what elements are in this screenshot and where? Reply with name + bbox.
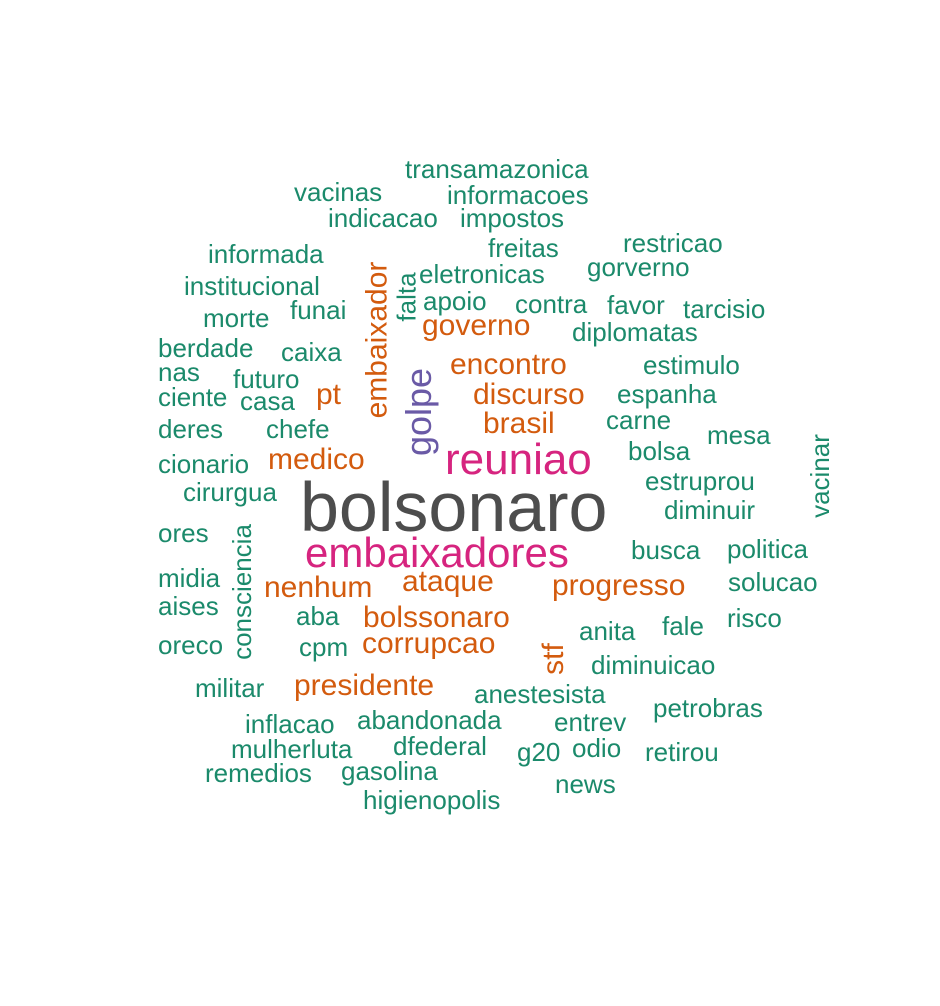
word-espanha: espanha: [617, 379, 717, 409]
word-discurso: discurso: [473, 378, 585, 411]
word-bolsonaro: bolsonaro: [300, 468, 608, 546]
word-reuniao: reuniao: [445, 435, 592, 484]
word-ataque: ataque: [402, 565, 494, 598]
word-golpe: golpe: [398, 367, 440, 457]
word-transamazonica: transamazonica: [405, 154, 589, 184]
word-informacoes: informacoes: [447, 180, 589, 210]
word-politica: politica: [727, 534, 808, 564]
word-tarcisio: tarcisio: [683, 294, 766, 324]
word-g20: g20: [517, 737, 561, 767]
word-inflacao: inflacao: [245, 709, 335, 739]
word-cpm: cpm: [299, 632, 349, 662]
word-freitas: freitas: [488, 233, 559, 263]
word-ciente: ciente: [158, 382, 228, 412]
word-higienopolis: higienopolis: [363, 785, 501, 815]
word-aises: aises: [158, 591, 219, 621]
word-diplomatas: diplomatas: [572, 317, 698, 347]
word-gorverno: gorverno: [587, 252, 690, 282]
word-corrupcao: corrupcao: [362, 627, 496, 660]
word-abandonada: abandonada: [357, 705, 502, 735]
word-caixa: caixa: [281, 337, 342, 367]
word-futuro: futuro: [233, 364, 300, 394]
word-progresso: progresso: [552, 569, 686, 602]
word-petrobras: petrobras: [653, 693, 763, 723]
word-nas: nas: [158, 357, 200, 387]
word-informada: informada: [208, 239, 324, 269]
word-odio: odio: [572, 733, 622, 763]
word-berdade: berdade: [158, 333, 254, 363]
word-nenhum: nenhum: [264, 571, 373, 604]
word-estruprou: estruprou: [645, 466, 755, 496]
word-mulherluta: mulherluta: [231, 734, 353, 764]
word-brasil: brasil: [483, 407, 555, 440]
word-funai: funai: [290, 295, 347, 325]
word-anestesista: anestesista: [474, 679, 606, 709]
word-news: news: [555, 769, 616, 799]
word-mesa: mesa: [707, 420, 771, 450]
word-anita: anita: [579, 616, 636, 646]
word-cirurgua: cirurgua: [183, 477, 277, 507]
word-pt: pt: [316, 378, 342, 411]
word-aba: aba: [296, 601, 340, 631]
word-eletronicas: eletronicas: [419, 259, 545, 289]
word-casa: casa: [240, 386, 295, 416]
word-falta: falta: [391, 272, 422, 322]
word-solucao: solucao: [728, 567, 818, 597]
word-fale: fale: [662, 611, 704, 641]
word-bolsa: bolsa: [628, 436, 691, 466]
word-gasolina: gasolina: [341, 756, 438, 786]
word-oreco: oreco: [158, 630, 224, 660]
word-indicacao: indicacao: [328, 203, 438, 233]
word-risco: risco: [727, 603, 782, 633]
word-morte: morte: [203, 303, 270, 333]
word-restricao: restricao: [623, 228, 723, 258]
word-encontro: encontro: [450, 348, 567, 381]
word-embaixador: embaixador: [359, 261, 393, 419]
word-ores: ores: [158, 518, 209, 548]
word-chefe: chefe: [266, 414, 330, 444]
word-embaixadores: embaixadores: [305, 529, 569, 576]
word-impostos: impostos: [460, 203, 565, 233]
word-deres: deres: [158, 414, 224, 444]
word-diminuicao: diminuicao: [591, 650, 716, 680]
word-vacinar: vacinar: [804, 434, 835, 518]
word-presidente: presidente: [294, 669, 435, 702]
word-contra: contra: [515, 289, 588, 319]
word-dfederal: dfederal: [393, 731, 487, 761]
word-carne: carne: [606, 405, 672, 435]
word-consciencia: consciencia: [226, 524, 257, 660]
word-diminuir: diminuir: [664, 495, 756, 525]
word-militar: militar: [195, 673, 265, 703]
word-retirou: retirou: [645, 737, 719, 767]
word-governo: governo: [422, 309, 531, 342]
word-stf: stf: [536, 643, 570, 675]
word-bolssonaro: bolssonaro: [363, 601, 510, 634]
word-entrev: entrev: [554, 707, 627, 737]
word-vacinas: vacinas: [294, 177, 383, 207]
word-institucional: institucional: [184, 271, 320, 301]
word-busca: busca: [631, 535, 701, 565]
word-cionario: cionario: [158, 449, 250, 479]
word-estimulo: estimulo: [643, 350, 740, 380]
word-midia: midia: [158, 563, 221, 593]
word-apoio: apoio: [423, 286, 487, 316]
word-medico: medico: [268, 443, 365, 476]
word-remedios: remedios: [205, 758, 312, 788]
word-favor: favor: [607, 290, 665, 320]
